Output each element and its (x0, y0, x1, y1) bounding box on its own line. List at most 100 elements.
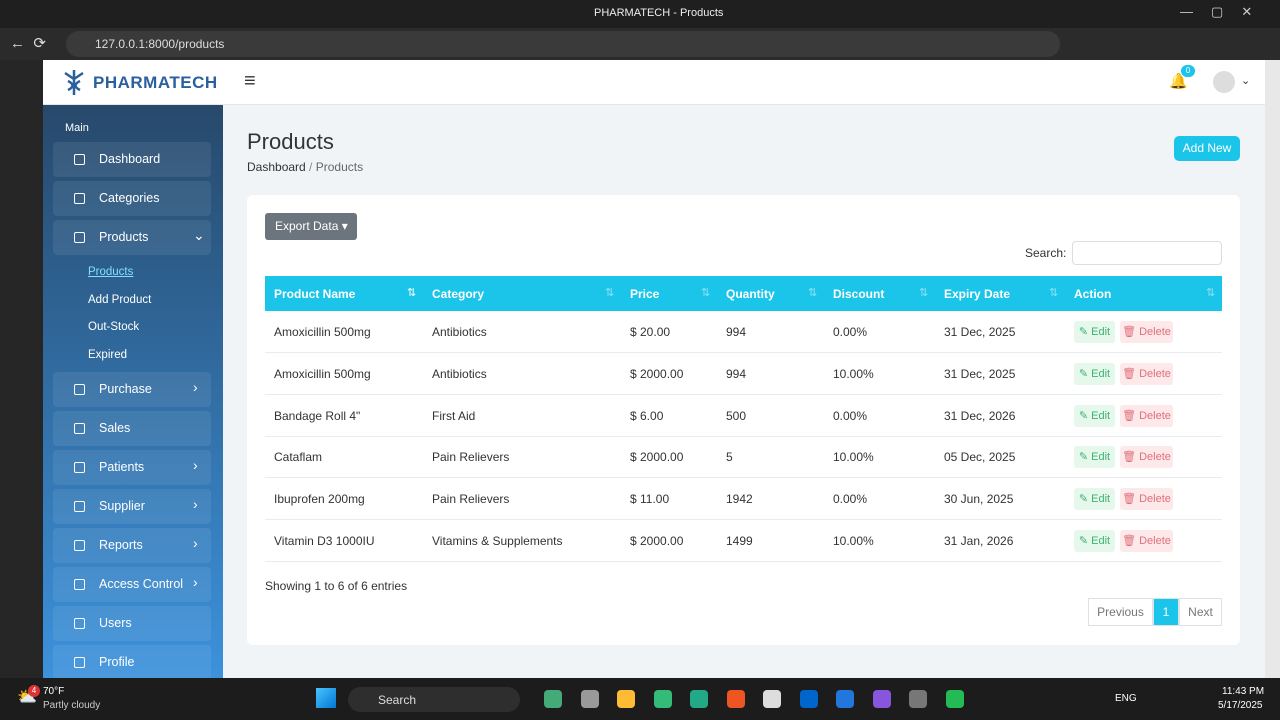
menu-item[interactable]: Products ⌄ (53, 220, 211, 255)
taskbar-app[interactable] (763, 690, 781, 708)
menu-icon (74, 618, 85, 629)
page-button[interactable]: Previous (1088, 598, 1153, 626)
address-bar[interactable]: 127.0.0.1:8000/products (66, 31, 1060, 57)
submenu-item[interactable]: Products (88, 266, 134, 278)
sort-icon[interactable]: ⇅ (808, 287, 818, 299)
table-cell: 31 Jan, 2026 (944, 534, 1014, 548)
delete-button[interactable]: 🗑 Delete (1120, 530, 1173, 552)
delete-button[interactable]: 🗑 Delete (1120, 362, 1173, 385)
submenu-item[interactable]: Add Product (88, 293, 152, 306)
sort-icon[interactable]: ⇅ (605, 287, 615, 299)
edit-button[interactable]: ✎ Edit (1074, 446, 1115, 469)
scrollbar[interactable] (1265, 60, 1280, 678)
table-cell: 5 (726, 450, 733, 465)
table-row: Vitamin D3 1000IU Vitamins & Supplements $… (265, 520, 1222, 562)
breadcrumb-link[interactable]: Dashboard (247, 160, 306, 174)
column-header[interactable]: Category (432, 287, 485, 301)
menu-label: Purchase (99, 382, 152, 396)
address-row: ← ⟳ 127.0.0.1:8000/products (0, 28, 1280, 60)
submenu-item[interactable]: Out-Stock (88, 321, 140, 333)
column-header[interactable]: Product Name (274, 287, 356, 301)
start-button[interactable] (316, 688, 336, 708)
taskbar-app[interactable] (690, 690, 708, 708)
delete-label: Delete (1139, 409, 1171, 422)
sort-icon[interactable]: ⇅ (701, 287, 711, 299)
delete-button[interactable]: 🗑 Delete (1120, 488, 1173, 511)
table-cell: 10.00% (833, 450, 874, 465)
edit-button[interactable]: ✎ Edit (1074, 321, 1115, 343)
taskbar-app[interactable] (617, 690, 635, 708)
menu-item[interactable]: Categories (53, 181, 211, 216)
user-dropdown[interactable]: ⌄ (1241, 75, 1251, 87)
bell[interactable]: 🔔 (1169, 73, 1188, 90)
delete-button[interactable]: 🗑 Delete (1120, 404, 1173, 427)
language[interactable]: ENG (1115, 693, 1137, 704)
taskbar-app[interactable] (544, 690, 562, 708)
menu-item[interactable]: Reports › (53, 528, 211, 563)
column-header[interactable]: Action (1074, 287, 1112, 301)
delete-label: Delete (1139, 367, 1171, 380)
search-input[interactable] (1072, 241, 1222, 265)
table-cell: $ 11.00 (630, 492, 670, 507)
menu-label: Users (99, 616, 132, 630)
taskbar-app[interactable] (945, 690, 964, 708)
menu-arrow: › (193, 379, 198, 395)
menu-label: Sales (99, 421, 131, 435)
submenu-item[interactable]: Expired (88, 348, 127, 361)
taskbar-app[interactable] (872, 690, 891, 708)
table-cell: 10.00% (833, 366, 874, 381)
taskbar-app[interactable] (653, 690, 672, 708)
column-header[interactable]: Quantity (726, 287, 775, 301)
table-cell: 10.00% (833, 534, 874, 548)
sort-icon[interactable]: ⇅ (1049, 287, 1059, 299)
taskbar-app[interactable] (836, 690, 854, 708)
column-header[interactable]: Price (630, 287, 660, 301)
menu-toggle[interactable]: ≡ (244, 70, 256, 92)
table-cell: 1942 (726, 492, 753, 507)
page-button[interactable]: 1 (1153, 598, 1179, 626)
clock-date[interactable]: 5/17/2025 (1218, 700, 1263, 711)
delete-button[interactable]: 🗑 Delete (1120, 321, 1173, 343)
clock-time[interactable]: 11:43 PM (1222, 686, 1265, 697)
menu-item[interactable]: Access Control › (53, 567, 211, 602)
edit-button[interactable]: ✎ Edit (1074, 530, 1115, 552)
export-button[interactable]: Export Data ▾ (265, 213, 357, 240)
column-header[interactable]: Discount (833, 287, 885, 301)
edit-label: Edit (1091, 326, 1111, 338)
menu-item[interactable]: Patients › (53, 450, 211, 485)
menu-icon (74, 193, 85, 204)
menu-item[interactable]: Sales (53, 411, 211, 446)
sort-icon[interactable]: ⇅ (1206, 287, 1216, 299)
sort-icon[interactable]: ⇅ (919, 287, 929, 299)
menu-item[interactable]: Supplier › (53, 489, 211, 524)
column-header[interactable]: Expiry Date (944, 287, 1011, 301)
brand[interactable]: PHARMATECH (93, 73, 218, 92)
menu-item[interactable]: Dashboard (53, 142, 211, 177)
sort-icon[interactable]: ⇅ (407, 287, 417, 299)
taskbar-app[interactable] (799, 690, 818, 708)
edit-label: Edit (1091, 493, 1111, 506)
delete-button[interactable]: 🗑 Delete (1120, 446, 1173, 469)
taskbar-app[interactable] (580, 690, 599, 708)
menu-icon (74, 384, 85, 395)
taskbar-app[interactable] (909, 690, 927, 708)
edit-button[interactable]: ✎ Edit (1074, 488, 1115, 511)
table-cell: 1499 (726, 534, 753, 548)
table-cell: Antibiotics (432, 366, 487, 381)
table-cell: Vitamin D3 1000IU (274, 534, 375, 548)
nav-buttons[interactable]: ← ⟳ (10, 35, 46, 52)
page-button[interactable]: Next (1179, 598, 1222, 626)
edit-button[interactable]: ✎ Edit (1074, 362, 1115, 385)
taskbar-app[interactable] (726, 690, 745, 708)
taskbar-search[interactable]: Search (348, 687, 520, 712)
edit-button[interactable]: ✎ Edit (1074, 404, 1115, 427)
table-cell: 31 Dec, 2025 (944, 366, 1016, 381)
add-new-button[interactable]: Add New (1174, 136, 1240, 161)
url: 127.0.0.1:8000/products (95, 37, 225, 51)
window-controls[interactable]: — ▢ ✕ (1180, 4, 1253, 19)
menu-item[interactable]: Profile (53, 645, 211, 678)
avatar[interactable] (1213, 71, 1235, 93)
menu-item[interactable]: Users (53, 606, 211, 641)
table-cell: $ 2000.00 (630, 534, 684, 548)
menu-item[interactable]: Purchase › (53, 372, 211, 407)
